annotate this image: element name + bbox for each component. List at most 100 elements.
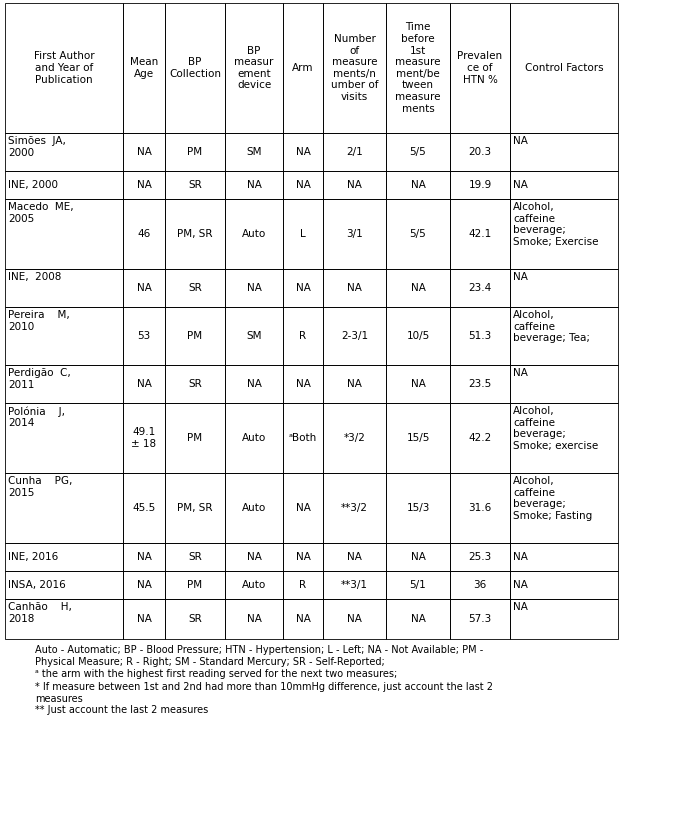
Bar xyxy=(386,133,450,171)
Bar xyxy=(510,599,618,639)
Bar xyxy=(165,599,225,639)
Text: NA: NA xyxy=(410,180,426,190)
Bar xyxy=(323,199,386,269)
Bar xyxy=(323,307,386,365)
Bar xyxy=(510,199,618,269)
Text: NA: NA xyxy=(296,552,311,562)
Bar xyxy=(386,171,450,199)
Text: 10/5: 10/5 xyxy=(406,331,430,341)
Text: ** Just account the last 2 measures: ** Just account the last 2 measures xyxy=(35,705,208,715)
Text: SM: SM xyxy=(247,331,262,341)
Text: R: R xyxy=(299,580,307,590)
Bar xyxy=(165,473,225,543)
Text: INSA, 2016: INSA, 2016 xyxy=(8,580,66,590)
Bar xyxy=(283,133,323,171)
Bar xyxy=(225,171,283,199)
Text: 5/1: 5/1 xyxy=(410,580,426,590)
Bar xyxy=(323,133,386,171)
Bar xyxy=(283,599,323,639)
Bar xyxy=(323,403,386,473)
Text: NA: NA xyxy=(137,379,152,389)
Text: NA: NA xyxy=(347,180,362,190)
Bar xyxy=(165,269,225,307)
Bar xyxy=(323,365,386,403)
Bar xyxy=(450,199,510,269)
Text: NA: NA xyxy=(137,614,152,624)
Bar xyxy=(283,199,323,269)
Bar xyxy=(165,403,225,473)
Text: NA: NA xyxy=(410,552,426,562)
Text: Auto - Automatic; BP - Blood Pressure; HTN - Hypertension; L - Left; NA - Not Av: Auto - Automatic; BP - Blood Pressure; H… xyxy=(35,645,484,667)
Text: NA: NA xyxy=(137,283,152,293)
Bar xyxy=(386,473,450,543)
Text: **3/2: **3/2 xyxy=(341,503,368,513)
Text: NA: NA xyxy=(347,552,362,562)
Text: 5/5: 5/5 xyxy=(410,229,426,239)
Bar xyxy=(323,571,386,599)
Bar xyxy=(123,599,165,639)
Bar xyxy=(165,543,225,571)
Text: Cunha    PG,
2015: Cunha PG, 2015 xyxy=(8,476,72,498)
Bar xyxy=(123,307,165,365)
Bar xyxy=(510,269,618,307)
Bar xyxy=(5,3,123,133)
Text: SR: SR xyxy=(188,379,202,389)
Text: Perdigão  C,
2011: Perdigão C, 2011 xyxy=(8,368,71,389)
Text: 36: 36 xyxy=(473,580,486,590)
Text: Macedo  ME,
2005: Macedo ME, 2005 xyxy=(8,202,74,224)
Text: Pereira    M,
2010: Pereira M, 2010 xyxy=(8,310,70,332)
Bar xyxy=(5,543,123,571)
Bar xyxy=(510,3,618,133)
Bar xyxy=(386,307,450,365)
Text: NA: NA xyxy=(347,614,362,624)
Bar xyxy=(283,365,323,403)
Bar xyxy=(225,199,283,269)
Text: 57.3: 57.3 xyxy=(469,614,492,624)
Bar xyxy=(225,307,283,365)
Bar xyxy=(510,571,618,599)
Text: Auto: Auto xyxy=(242,433,266,443)
Text: PM, SR: PM, SR xyxy=(178,229,212,239)
Bar xyxy=(165,133,225,171)
Text: NA: NA xyxy=(513,180,528,190)
Bar xyxy=(510,403,618,473)
Bar xyxy=(225,473,283,543)
Text: 23.4: 23.4 xyxy=(469,283,492,293)
Bar xyxy=(450,571,510,599)
Bar xyxy=(450,133,510,171)
Text: Control Factors: Control Factors xyxy=(525,63,603,73)
Text: NA: NA xyxy=(247,379,262,389)
Bar xyxy=(283,403,323,473)
Bar xyxy=(5,365,123,403)
Bar xyxy=(450,403,510,473)
Text: NA: NA xyxy=(247,283,262,293)
Bar xyxy=(123,171,165,199)
Text: Number
of
measure
ments/n
umber of
visits: Number of measure ments/n umber of visit… xyxy=(331,34,378,102)
Bar xyxy=(225,543,283,571)
Text: * If measure between 1st and 2nd had more than 10mmHg difference, just account t: * If measure between 1st and 2nd had mor… xyxy=(35,681,493,704)
Bar xyxy=(123,133,165,171)
Bar xyxy=(123,269,165,307)
Bar xyxy=(386,571,450,599)
Text: Alcohol,
caffeine
beverage;
Smoke; Fasting: Alcohol, caffeine beverage; Smoke; Fasti… xyxy=(513,476,592,521)
Text: NA: NA xyxy=(347,283,362,293)
Bar xyxy=(165,3,225,133)
Text: Prevalen
ce of
HTN %: Prevalen ce of HTN % xyxy=(458,51,503,85)
Text: Alcohol,
caffeine
beverage; Tea;: Alcohol, caffeine beverage; Tea; xyxy=(513,310,590,343)
Text: NA: NA xyxy=(247,180,262,190)
Bar xyxy=(283,307,323,365)
Text: BP
measur
ement
device: BP measur ement device xyxy=(234,45,274,91)
Text: ᵃBoth: ᵃBoth xyxy=(289,433,317,443)
Bar xyxy=(386,199,450,269)
Bar xyxy=(5,473,123,543)
Bar xyxy=(510,365,618,403)
Text: **3/1: **3/1 xyxy=(341,580,368,590)
Text: L: L xyxy=(300,229,306,239)
Text: PM: PM xyxy=(187,433,203,443)
Bar xyxy=(5,199,123,269)
Bar xyxy=(323,171,386,199)
Text: Arm: Arm xyxy=(292,63,313,73)
Bar xyxy=(323,599,386,639)
Bar xyxy=(386,3,450,133)
Text: 2-3/1: 2-3/1 xyxy=(341,331,368,341)
